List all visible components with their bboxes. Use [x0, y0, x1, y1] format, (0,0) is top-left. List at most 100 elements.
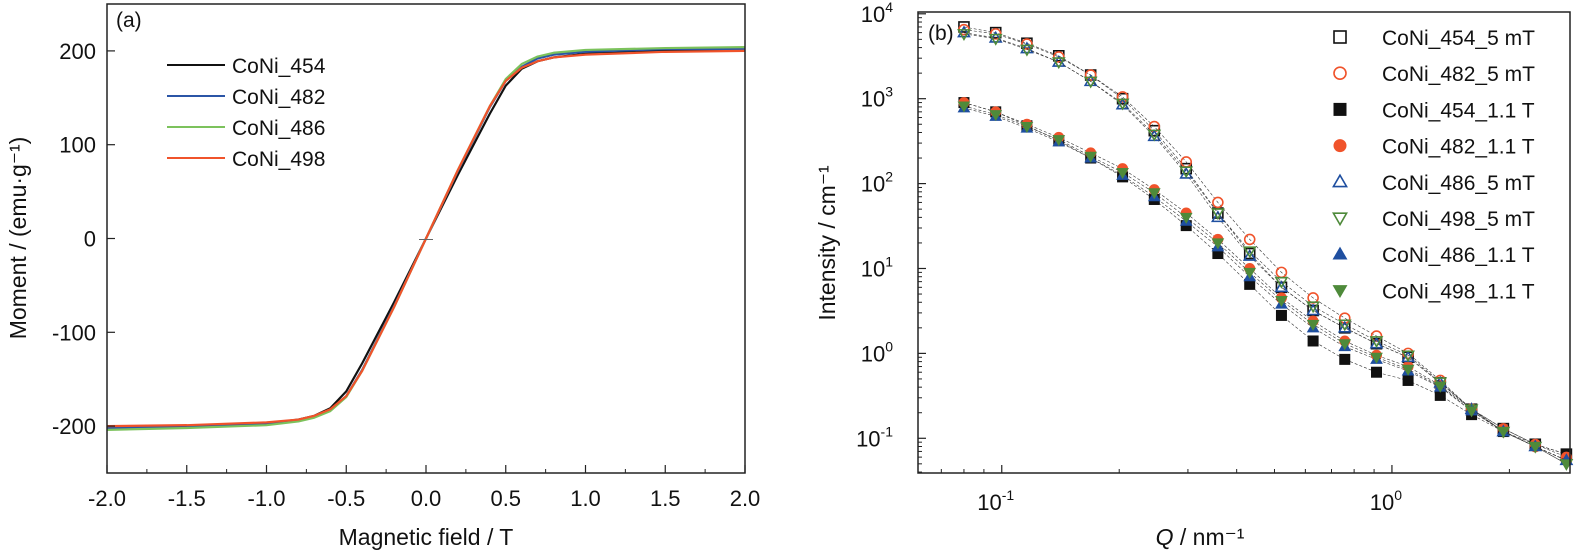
- tick-label-base: 10: [861, 2, 885, 27]
- tick-label-base: 10: [861, 87, 885, 112]
- data-point: [1243, 247, 1256, 260]
- panel-a-magnetization-chart: -2.0 -1.5 -1.0 -0.5 0.0 0.5 1.0 1.5 2.0 -200 -100 0…: [5, 3, 760, 550]
- legend-label: CoNi_486_1.1 T: [1382, 244, 1535, 267]
- data-point: [1242, 246, 1257, 259]
- data-point: [1275, 309, 1287, 321]
- y-tick-label: -100: [52, 320, 96, 345]
- x-tick-label: -1.0: [248, 486, 286, 511]
- data-point: [1052, 51, 1065, 63]
- data-point: [1337, 319, 1352, 332]
- tick-label-base: 10: [861, 341, 885, 366]
- data-point: [1084, 151, 1098, 163]
- panel-a-curves: [106, 46, 746, 431]
- x-tick-label: 100: [1370, 487, 1402, 515]
- x-tick-label: -2.0: [88, 486, 126, 511]
- y-tick-label: 103: [861, 84, 893, 112]
- panel-a-ticks: -2.0 -1.5 -1.0 -0.5 0.0 0.5 1.0 1.5 2.0 -200 -100 0…: [52, 39, 760, 511]
- legend-marker: [1333, 139, 1347, 153]
- x-tick-label: 10-1: [977, 487, 1014, 515]
- y-tick-label: 102: [861, 169, 893, 197]
- data-point: [1052, 135, 1066, 147]
- data-point: [1402, 374, 1414, 386]
- panel-b-y-axis-label: Intensity / cm⁻¹: [814, 165, 840, 321]
- panel-b-markers: [957, 21, 1574, 471]
- tick-label-base: 10: [977, 490, 1001, 515]
- legend-marker: [1332, 246, 1348, 260]
- data-point: [1020, 122, 1034, 134]
- panel-b-x-axis-label-unit: / nm⁻¹: [1173, 524, 1244, 550]
- tick-label-exponent: 0: [885, 338, 893, 354]
- y-tick-label: -200: [52, 414, 96, 439]
- tick-label-exponent: 2: [885, 169, 893, 185]
- legend-label: CoNi_454_1.1 T: [1382, 99, 1535, 122]
- tick-label-exponent: -1: [1002, 487, 1015, 503]
- data-point: [1369, 336, 1384, 349]
- legend-marker: [1332, 212, 1348, 227]
- data-point: [1084, 69, 1097, 81]
- x-tick-label: -0.5: [327, 486, 365, 511]
- data-point: [1116, 91, 1129, 103]
- panel-a-label: (a): [116, 9, 142, 32]
- data-point: [1116, 168, 1129, 180]
- panel-b-label: (b): [928, 22, 954, 45]
- data-point: [1051, 57, 1066, 70]
- data-point: [957, 29, 971, 41]
- panel-a-legend: CoNi_454 CoNi_482 CoNi_486 CoNi_498: [167, 55, 326, 171]
- tick-label-exponent: 3: [885, 84, 893, 100]
- tick-label-base: 10: [856, 426, 880, 451]
- legend-label: CoNi_498_5 mT: [1382, 208, 1535, 231]
- tick-label-exponent: 1: [885, 253, 893, 269]
- data-point: [1306, 303, 1320, 316]
- data-point: [1337, 320, 1352, 333]
- legend-label: CoNi_482_5 mT: [1382, 63, 1535, 86]
- panel-a-x-axis-label: Magnetic field / T: [339, 524, 514, 550]
- legend-label: CoNi_486_5 mT: [1382, 172, 1535, 195]
- legend-label: CoNi_482_1.1 T: [1382, 136, 1535, 159]
- data-point: [1020, 44, 1034, 57]
- panel-b-legend: CoNi_454_5 mT CoNi_482_5 mT CoNi_454_1.1 T…: [1332, 27, 1535, 303]
- legend-label: CoNi_486: [232, 117, 325, 140]
- data-point: [1401, 364, 1415, 376]
- data-point: [1371, 366, 1383, 378]
- y-tick-label: 101: [861, 253, 893, 281]
- legend-marker: [1333, 30, 1347, 44]
- x-tick-label: 0.0: [411, 486, 442, 511]
- data-point: [1242, 248, 1257, 261]
- tick-label-exponent: 4: [885, 0, 893, 15]
- data-point: [1212, 196, 1224, 209]
- data-point: [1274, 276, 1289, 289]
- legend-label: CoNi_454: [232, 55, 326, 78]
- data-point: [1465, 406, 1478, 418]
- data-point: [957, 25, 971, 38]
- data-point: [1274, 280, 1289, 293]
- data-point: [1401, 350, 1415, 363]
- data-point: [1338, 339, 1352, 351]
- data-point: [1433, 381, 1447, 393]
- legend-label: CoNi_498_1.1 T: [1382, 280, 1535, 303]
- data-point: [989, 110, 1003, 122]
- data-point: [1021, 38, 1033, 50]
- data-point: [1306, 319, 1320, 331]
- data-point: [1306, 301, 1320, 314]
- x-tick-label: 1.5: [650, 486, 681, 511]
- data-point: [957, 101, 971, 113]
- y-tick-label: 100: [861, 338, 893, 366]
- series-line-coni_498: [106, 49, 746, 428]
- fit-line: [963, 33, 1567, 465]
- data-point: [1528, 442, 1542, 454]
- data-point: [988, 33, 1003, 46]
- panel-b-x-axis-label-symbol: Q: [1156, 524, 1174, 550]
- x-tick-label: 1.0: [570, 486, 601, 511]
- data-point: [1083, 76, 1098, 89]
- data-point: [1210, 208, 1225, 221]
- x-tick-label: -1.5: [168, 486, 206, 511]
- panel-b-x-axis-label: Q / nm⁻¹: [1156, 524, 1245, 550]
- legend-marker: [1333, 102, 1347, 116]
- y-tick-label: 200: [59, 39, 96, 64]
- data-point: [1560, 459, 1573, 471]
- data-point: [1147, 188, 1161, 200]
- data-point: [1496, 427, 1510, 439]
